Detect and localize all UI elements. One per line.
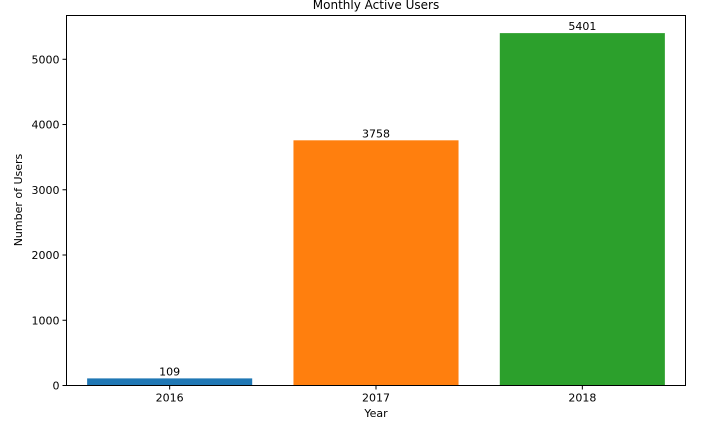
- x-axis-label: Year: [363, 407, 388, 420]
- y-tick-label-5000: 5000: [32, 53, 60, 66]
- x-axis: 2016 2017 2018: [156, 385, 596, 405]
- data-label-2016: 109: [159, 365, 180, 378]
- y-tick-label-3000: 3000: [32, 184, 60, 197]
- chart-title: Monthly Active Users: [313, 0, 439, 12]
- bar-2018: [499, 33, 665, 386]
- x-tick-label-2017: 2017: [362, 392, 390, 405]
- y-tick-label-1000: 1000: [32, 314, 60, 327]
- data-labels-layer: 109 3758 5401: [159, 20, 596, 378]
- y-tick-label-2000: 2000: [32, 249, 60, 262]
- y-tick-label-0: 0: [53, 380, 60, 393]
- y-axis-label: Number of Users: [12, 153, 25, 246]
- bars-layer: [87, 33, 665, 386]
- x-tick-label-2016: 2016: [156, 392, 184, 405]
- y-tick-label-4000: 4000: [32, 119, 60, 132]
- plot-frame: [66, 15, 686, 386]
- bar-2016: [87, 378, 253, 386]
- bar-2017: [293, 140, 459, 386]
- data-label-2017: 3758: [362, 127, 390, 140]
- y-axis: 0 1000 2000 3000 4000 5000: [32, 53, 67, 393]
- data-label-2018: 5401: [568, 20, 596, 33]
- x-tick-label-2018: 2018: [568, 392, 596, 405]
